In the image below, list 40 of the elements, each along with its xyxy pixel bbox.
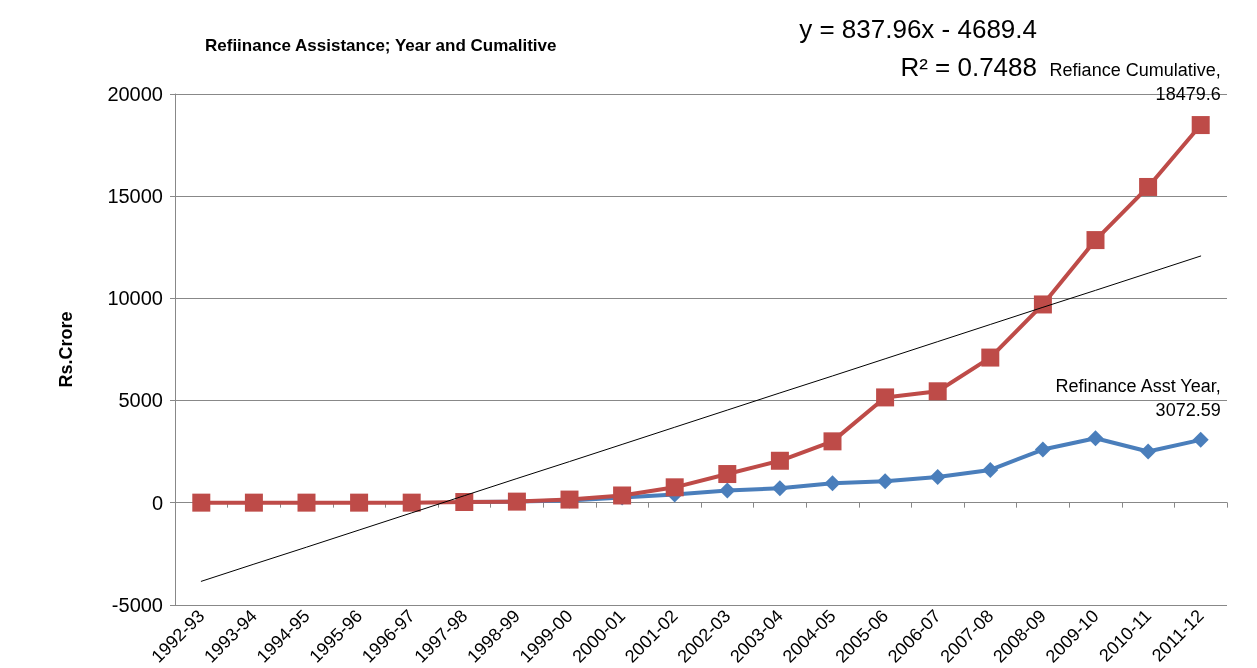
point: [1034, 441, 1051, 458]
text: y = 837.96x - 4689.4: [799, 14, 1038, 44]
point: [876, 388, 895, 407]
y-tick-label: 10000: [107, 287, 163, 310]
point: [665, 478, 684, 497]
point: [244, 493, 263, 512]
point: [1139, 177, 1158, 196]
point: [823, 432, 842, 451]
y-tick-label: 15000: [107, 185, 163, 208]
point: [771, 480, 788, 497]
point: [719, 482, 736, 499]
y-tick-label: -5000: [111, 593, 163, 616]
point: [929, 469, 946, 486]
point: [1086, 231, 1105, 250]
y-tick-label: 20000: [107, 83, 163, 105]
point: [981, 348, 1000, 367]
point: [1087, 430, 1104, 447]
point: [928, 382, 947, 401]
data-label: 18479.6: [1155, 84, 1221, 105]
point: [1191, 116, 1210, 135]
point: [877, 473, 894, 490]
text: Refinance Asst Year,: [1055, 375, 1221, 396]
point: [350, 493, 369, 512]
point: [982, 461, 999, 478]
point: [1140, 443, 1157, 460]
point: [770, 451, 789, 470]
y-tick-label: 0: [151, 491, 163, 514]
data-label: 3072.59: [1155, 399, 1221, 420]
y-tick-label: 5000: [118, 389, 163, 412]
point: [718, 465, 737, 484]
point: [297, 493, 316, 512]
point: [824, 475, 841, 492]
point: [402, 493, 421, 512]
text: Refiance Cumulative,: [1049, 60, 1221, 81]
point: [1192, 431, 1209, 448]
text: R² = 0.7488: [900, 52, 1037, 82]
point: [192, 493, 211, 512]
y-axis-title: Rs.Crore: [56, 311, 76, 388]
chart-title: Refiinance Assistance; Year and Cumalitive: [205, 36, 557, 55]
point: [1033, 295, 1052, 314]
